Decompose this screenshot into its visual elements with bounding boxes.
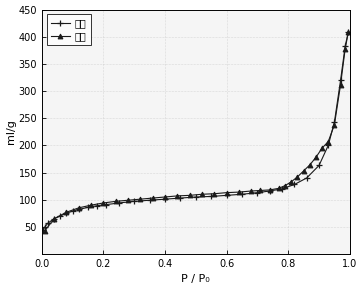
- 吸附: [187, 194, 192, 197]
- 吸附: [314, 156, 318, 159]
- 吸附: [114, 200, 118, 203]
- 吸附: [338, 83, 343, 86]
- 脱附: [280, 187, 284, 191]
- 吸附: [138, 197, 143, 201]
- 吸附: [258, 189, 263, 192]
- 吸附: [77, 206, 81, 210]
- Y-axis label: ml/g: ml/g: [5, 119, 16, 144]
- 脱附: [41, 228, 45, 231]
- 吸附: [307, 163, 312, 167]
- 吸附: [268, 188, 272, 192]
- 脱附: [77, 208, 81, 211]
- 吸附: [224, 191, 229, 194]
- 脱附: [178, 196, 183, 200]
- 吸附: [200, 193, 204, 196]
- X-axis label: P / P₀: P / P₀: [182, 274, 210, 284]
- 吸附: [237, 190, 241, 194]
- 吸附: [326, 140, 330, 143]
- 脱附: [43, 225, 47, 229]
- 脱附: [338, 78, 343, 82]
- 脱附: [104, 203, 109, 206]
- 脱附: [224, 194, 229, 197]
- 吸附: [212, 192, 216, 195]
- 脱附: [209, 195, 213, 198]
- 脱附: [70, 209, 75, 213]
- 吸附: [175, 194, 180, 198]
- 脱附: [193, 195, 198, 199]
- 吸附: [101, 201, 106, 205]
- Legend: 脱附, 吸附: 脱附, 吸附: [47, 14, 90, 45]
- 脱附: [332, 120, 337, 124]
- 脱附: [132, 200, 136, 203]
- 吸附: [277, 186, 281, 190]
- 吸附: [283, 184, 287, 187]
- 脱附: [95, 204, 99, 207]
- 脱附: [292, 183, 297, 186]
- 脱附: [58, 214, 62, 218]
- 脱附: [268, 189, 272, 193]
- 脱附: [52, 217, 56, 220]
- 吸附: [289, 180, 293, 184]
- 吸附: [320, 146, 324, 150]
- 吸附: [64, 211, 69, 214]
- 吸附: [43, 229, 47, 232]
- 吸附: [163, 195, 167, 199]
- 脱附: [46, 221, 50, 225]
- 吸附: [249, 189, 253, 193]
- 脱附: [163, 197, 167, 201]
- 脱附: [117, 201, 121, 205]
- 吸附: [126, 198, 130, 202]
- Line: 吸附: 吸附: [42, 30, 351, 233]
- 吸附: [89, 203, 93, 207]
- 脱附: [147, 198, 152, 202]
- 吸附: [301, 169, 306, 173]
- 吸附: [332, 123, 337, 126]
- 吸附: [346, 31, 350, 34]
- 吸附: [343, 47, 347, 50]
- 脱附: [343, 44, 347, 48]
- 脱附: [317, 164, 321, 167]
- 脱附: [86, 206, 90, 209]
- 脱附: [346, 31, 350, 34]
- 脱附: [64, 211, 69, 215]
- 脱附: [326, 144, 330, 147]
- 吸附: [52, 217, 56, 220]
- 脱附: [305, 176, 309, 180]
- 吸附: [151, 196, 155, 200]
- 吸附: [295, 175, 299, 179]
- 脱附: [240, 193, 244, 196]
- 脱附: [255, 191, 260, 194]
- Line: 脱附: 脱附: [41, 30, 351, 232]
